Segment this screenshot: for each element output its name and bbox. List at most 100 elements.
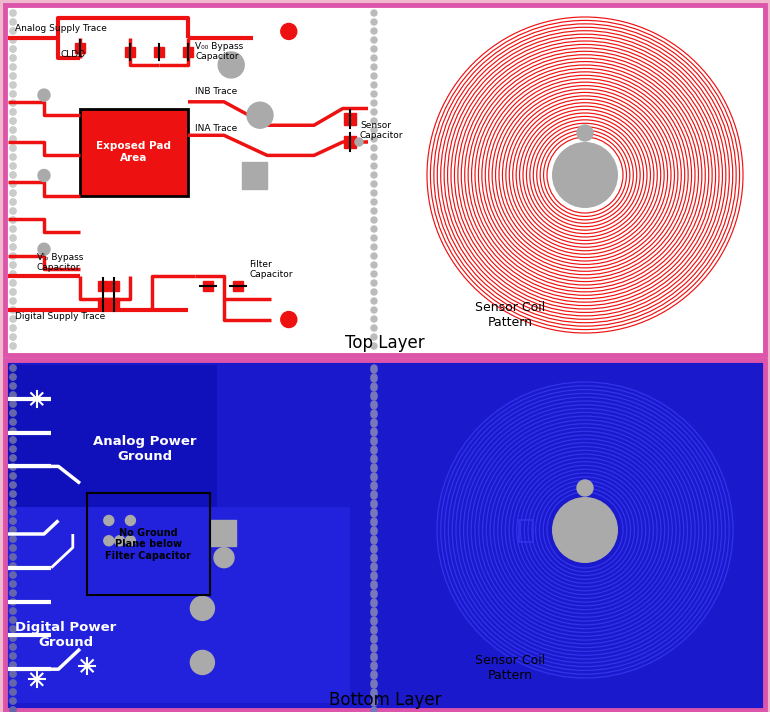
Circle shape: [371, 680, 377, 686]
Circle shape: [371, 689, 377, 695]
Circle shape: [10, 262, 16, 268]
Circle shape: [10, 55, 16, 61]
Circle shape: [371, 64, 377, 70]
Bar: [8, 365, 217, 507]
Circle shape: [371, 190, 377, 196]
Circle shape: [10, 91, 16, 98]
Circle shape: [10, 280, 16, 286]
Circle shape: [10, 181, 16, 187]
Text: Top Layer: Top Layer: [345, 334, 425, 352]
Circle shape: [10, 446, 16, 452]
Circle shape: [218, 52, 244, 78]
Circle shape: [371, 46, 377, 52]
Circle shape: [10, 199, 16, 205]
Circle shape: [371, 439, 377, 445]
Circle shape: [10, 644, 16, 650]
Circle shape: [10, 590, 16, 596]
Circle shape: [10, 109, 16, 115]
Circle shape: [371, 626, 377, 632]
Circle shape: [371, 655, 377, 661]
Circle shape: [371, 653, 377, 659]
Circle shape: [371, 383, 377, 389]
Circle shape: [371, 673, 377, 679]
Circle shape: [371, 437, 377, 443]
Circle shape: [552, 142, 618, 208]
Bar: [209, 520, 236, 547]
Bar: [75, 43, 85, 53]
Circle shape: [371, 109, 377, 115]
Circle shape: [371, 100, 377, 106]
Bar: [183, 46, 193, 56]
Circle shape: [371, 325, 377, 331]
Circle shape: [10, 226, 16, 232]
Text: Sensor Coil
Pattern: Sensor Coil Pattern: [475, 654, 545, 682]
Circle shape: [10, 436, 16, 443]
Circle shape: [371, 448, 377, 454]
Circle shape: [371, 464, 377, 470]
Circle shape: [10, 216, 16, 223]
Circle shape: [10, 562, 16, 569]
Circle shape: [371, 280, 377, 286]
Circle shape: [371, 271, 377, 277]
Circle shape: [371, 466, 377, 472]
Circle shape: [371, 334, 377, 340]
Circle shape: [10, 316, 16, 323]
Circle shape: [281, 23, 296, 39]
Circle shape: [10, 635, 16, 642]
Circle shape: [10, 707, 16, 712]
Circle shape: [371, 307, 377, 313]
Circle shape: [104, 535, 114, 546]
Circle shape: [10, 653, 16, 659]
Circle shape: [371, 644, 377, 650]
Circle shape: [371, 664, 377, 670]
Circle shape: [371, 10, 377, 16]
Circle shape: [371, 473, 377, 479]
Circle shape: [371, 592, 377, 598]
Circle shape: [10, 73, 16, 79]
Circle shape: [10, 46, 16, 52]
Circle shape: [371, 430, 377, 436]
Circle shape: [371, 538, 377, 544]
Circle shape: [10, 599, 16, 605]
Circle shape: [10, 518, 16, 524]
Circle shape: [371, 385, 377, 391]
Circle shape: [10, 28, 16, 34]
Circle shape: [371, 226, 377, 232]
Circle shape: [371, 500, 377, 506]
Bar: [154, 46, 164, 56]
Circle shape: [10, 244, 16, 250]
Bar: [99, 298, 109, 308]
Circle shape: [10, 509, 16, 515]
Bar: [344, 136, 356, 148]
Circle shape: [371, 619, 377, 625]
Circle shape: [371, 217, 377, 223]
Circle shape: [371, 482, 377, 488]
Circle shape: [371, 646, 377, 652]
Circle shape: [371, 590, 377, 596]
Bar: [5, 360, 765, 710]
Circle shape: [10, 235, 16, 241]
Circle shape: [371, 145, 377, 151]
Text: CLDO: CLDO: [60, 51, 85, 59]
Circle shape: [371, 547, 377, 553]
Circle shape: [371, 520, 377, 526]
Circle shape: [371, 118, 377, 124]
Text: Sensor Coil
Pattern: Sensor Coil Pattern: [475, 301, 545, 329]
Circle shape: [10, 671, 16, 677]
Circle shape: [10, 617, 16, 623]
Circle shape: [371, 610, 377, 616]
Circle shape: [371, 82, 377, 88]
Circle shape: [38, 169, 50, 182]
Circle shape: [371, 491, 377, 497]
Circle shape: [371, 536, 377, 542]
Circle shape: [247, 103, 273, 128]
Circle shape: [371, 572, 377, 578]
Circle shape: [190, 597, 214, 620]
Bar: [344, 112, 356, 125]
Circle shape: [10, 64, 16, 70]
Circle shape: [10, 536, 16, 543]
Circle shape: [371, 556, 377, 562]
Circle shape: [10, 581, 16, 587]
Circle shape: [10, 374, 16, 380]
Circle shape: [371, 401, 377, 407]
